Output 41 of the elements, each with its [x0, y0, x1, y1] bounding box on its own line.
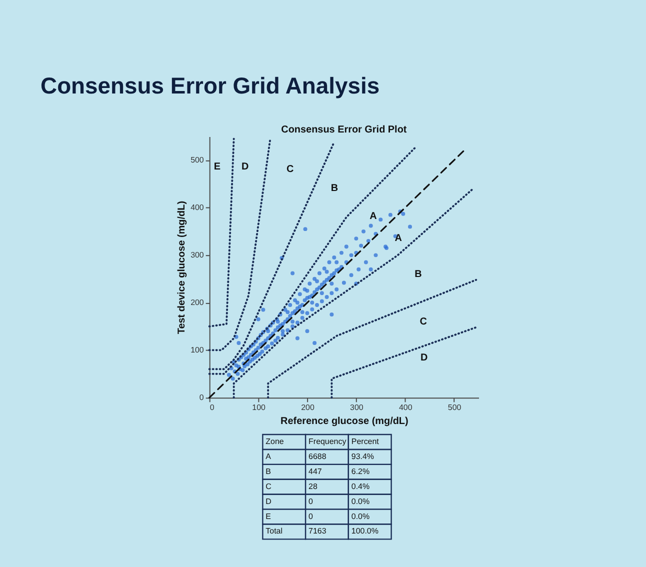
chart-title: Consensus Error Grid Analysis [40, 72, 380, 99]
data-label: 447 [308, 466, 322, 476]
series-label: Frequency [308, 437, 346, 446]
category-label: Total [266, 526, 283, 536]
chart-subtitle: Consensus Error Grid Plot [281, 124, 408, 136]
category-label: A [266, 452, 272, 461]
category-label: C [266, 482, 272, 491]
text: Zone [266, 437, 284, 446]
annotation: B [330, 183, 338, 194]
y-tick-label: 100 [190, 346, 204, 355]
y-tick-label: 200 [190, 298, 204, 308]
annotation: A [394, 233, 402, 244]
y-axis-title: Test device glucose (mg/dL) [176, 201, 188, 334]
x-tick-label: 200 [301, 403, 315, 412]
y-tick-label: 300 [190, 250, 204, 260]
y-tick-label: 400 [190, 203, 204, 212]
line-series [267, 278, 478, 399]
annotation: D [420, 352, 428, 364]
y-tick-label: 500 [190, 156, 204, 165]
x-axis-title: Reference glucose (mg/dL) [280, 416, 408, 428]
annotation: C [286, 164, 294, 176]
category-label: B [266, 466, 272, 476]
annotation: D [242, 161, 249, 172]
annotation: E [214, 161, 221, 172]
x-tick-label: 300 [350, 403, 364, 412]
annotation: A [370, 211, 377, 222]
category-label: E [266, 512, 272, 521]
x-tick-label: 400 [398, 403, 413, 412]
data-label: 7163 [308, 526, 327, 536]
category-label: D [266, 496, 272, 506]
data-label: 28 [308, 482, 318, 491]
data-label: 6688 [308, 452, 327, 461]
y-tick-label: 0 [199, 393, 204, 402]
x-tick-label: 100 [252, 403, 266, 412]
annotation: C [420, 316, 427, 328]
x-tick-label: 0 [210, 403, 215, 412]
annotation: B [414, 269, 422, 280]
data-label: 0 [308, 512, 314, 521]
data-label: 0 [308, 496, 314, 506]
line-series [208, 139, 272, 352]
x-tick-label: 500 [448, 403, 462, 412]
